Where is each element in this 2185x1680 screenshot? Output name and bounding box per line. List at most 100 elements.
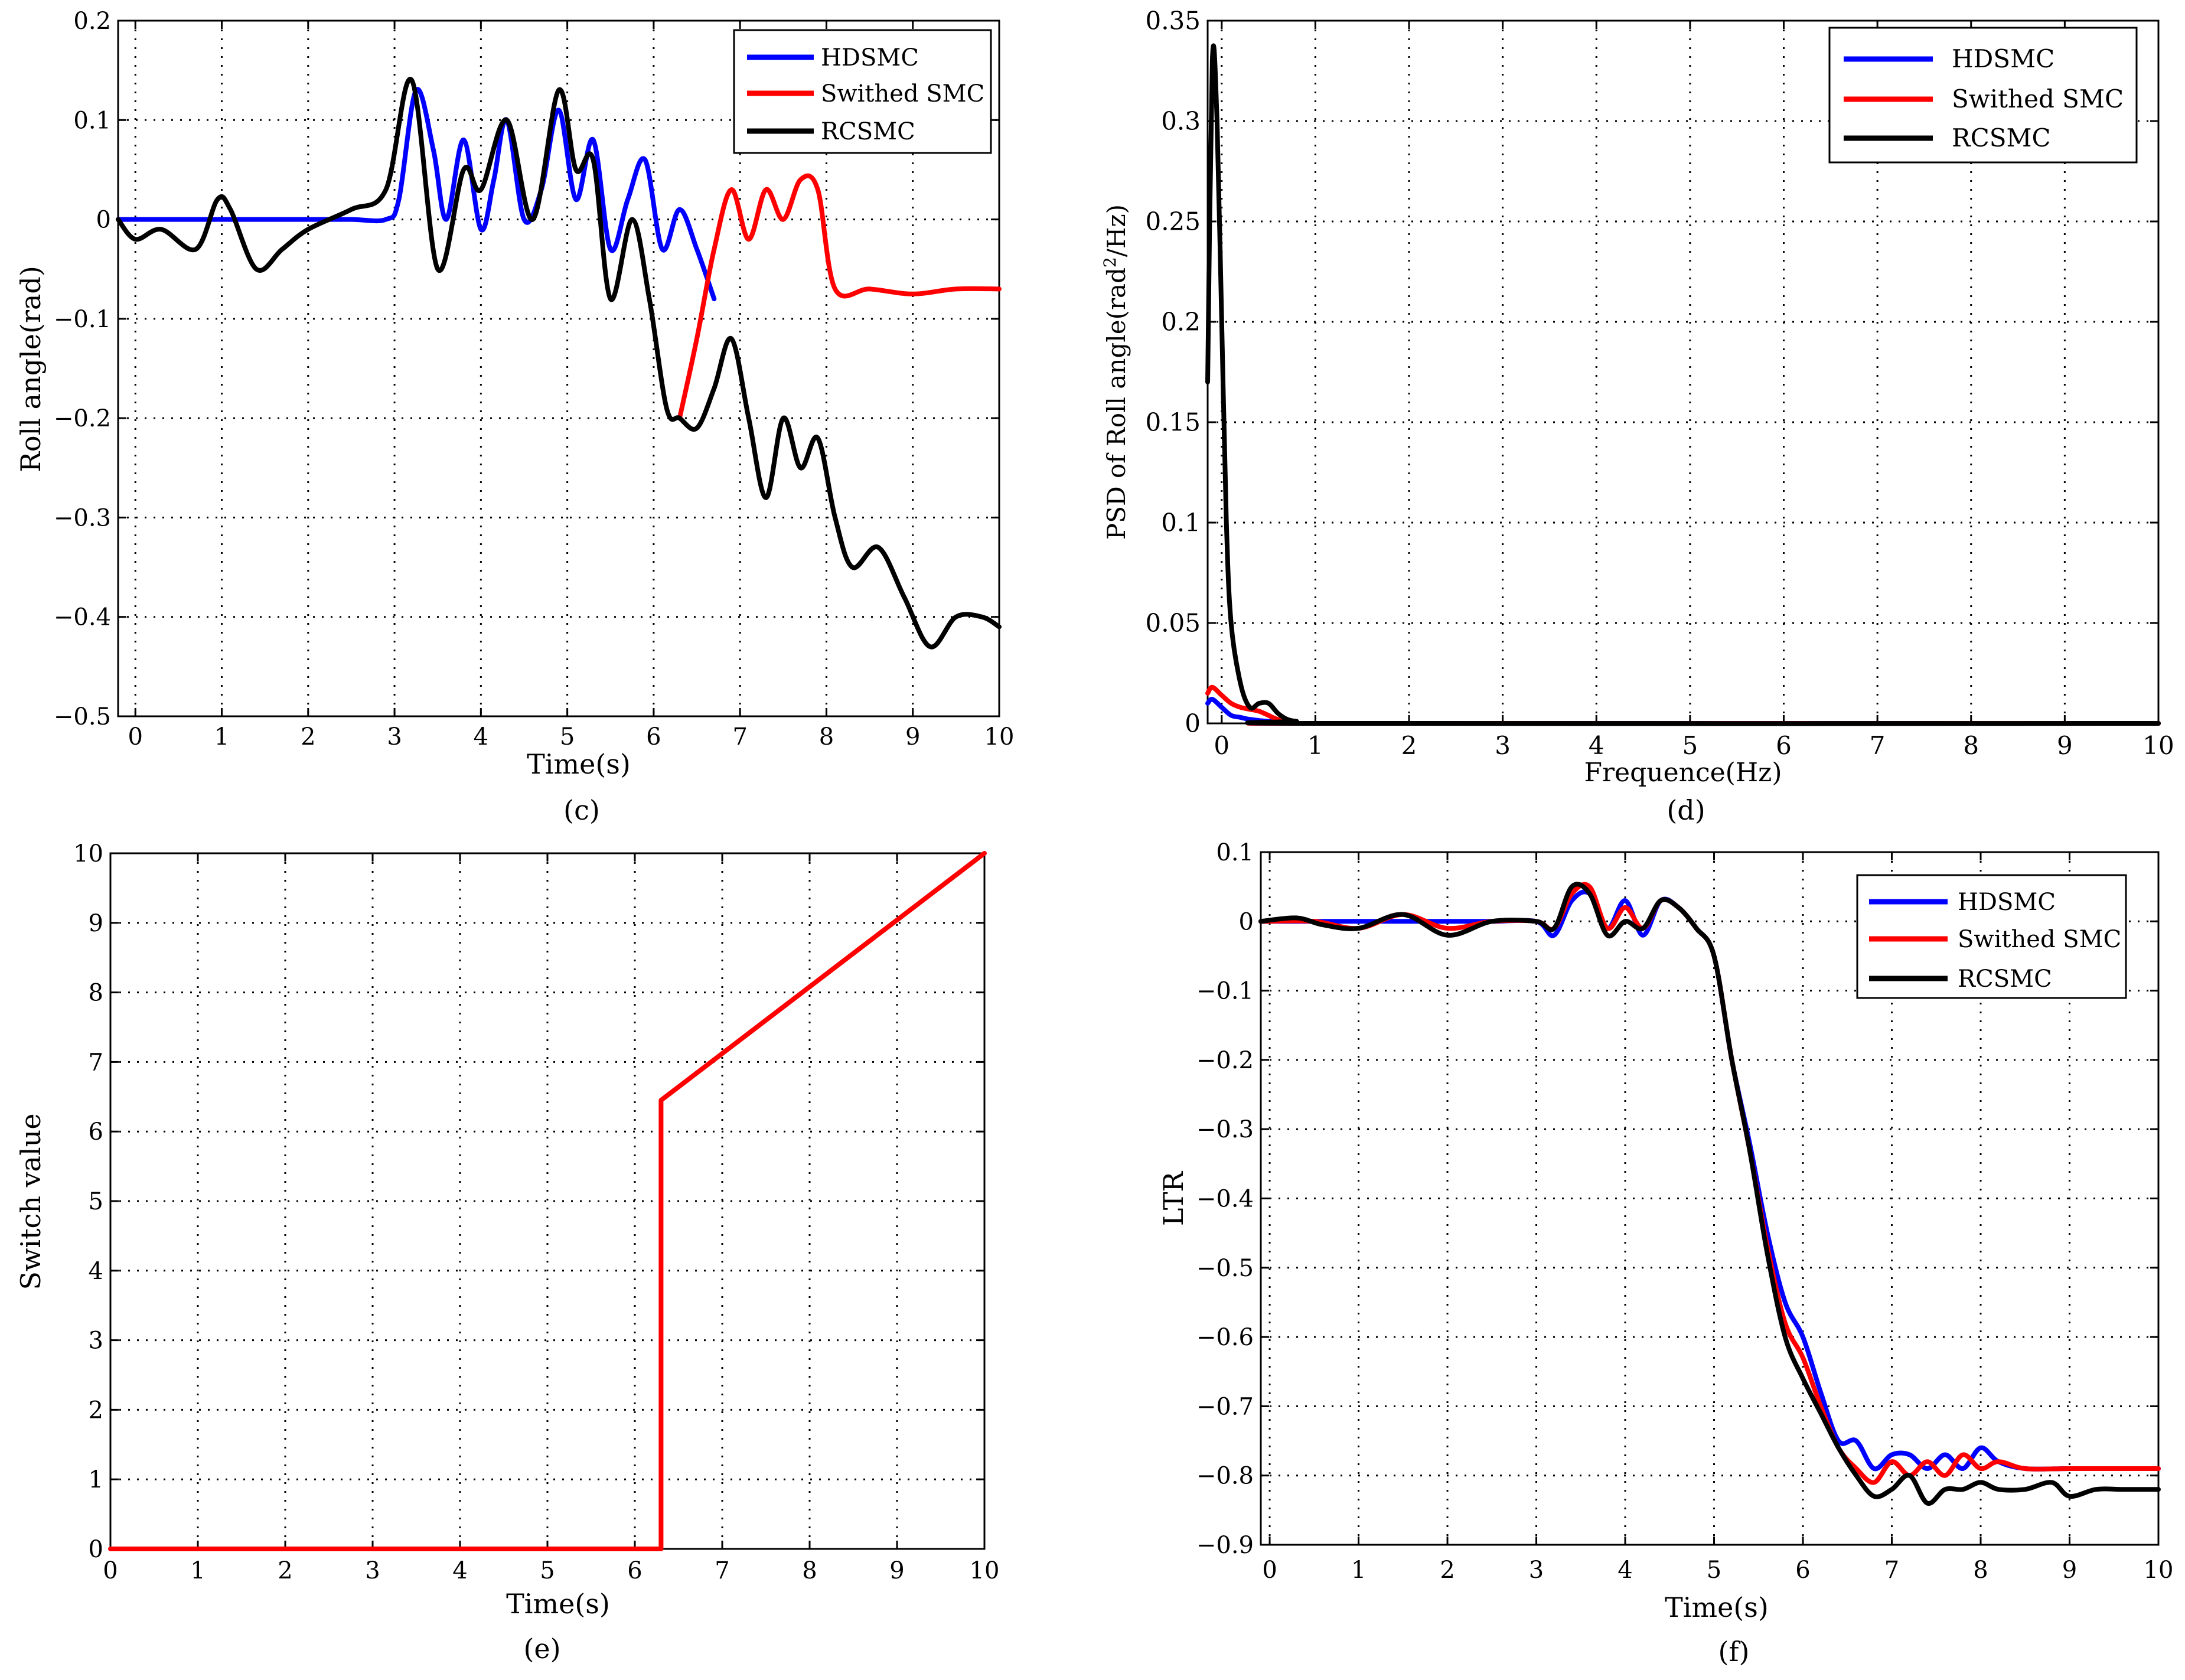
y-tick-label: 0 — [1239, 908, 1254, 935]
x-tick-label: 9 — [2062, 1557, 2077, 1584]
legend-label-switched-smc: Swithed SMC — [821, 80, 984, 107]
y-tick-label: 0.05 — [1145, 609, 1201, 638]
y-tick-label: 0.1 — [1216, 839, 1254, 866]
y-tick-label: −0.2 — [54, 405, 111, 432]
caption-e: (e) — [523, 1633, 560, 1665]
y-tick-label: 4 — [89, 1258, 103, 1285]
y-tick-label: 0.35 — [1145, 6, 1201, 35]
legend: HDSMC Swithed SMC RCSMC — [1828, 27, 2138, 164]
y-tick-label: −0.5 — [54, 703, 111, 730]
y-axis-label: Switch value — [15, 1113, 47, 1290]
x-tick-label: 6 — [646, 723, 661, 751]
y-tick-label: −0.1 — [54, 306, 111, 333]
x-tick-label: 8 — [802, 1557, 817, 1584]
y-tick-label: 9 — [89, 910, 103, 937]
x-tick-label: 2 — [278, 1557, 292, 1584]
y-tick-label: 0.2 — [73, 8, 111, 35]
y-tick-label: −0.4 — [1196, 1186, 1254, 1213]
ticks: 0 1 2 3 4 5 6 7 8 9 10 0 1 2 3 4 5 6 7 8 9 10 — [73, 840, 999, 1584]
x-tick-label: 6 — [627, 1557, 642, 1584]
caption-f: (f) — [1718, 1636, 1750, 1668]
x-tick-label: 10 — [984, 723, 1015, 751]
y-tick-label: 0.1 — [1161, 508, 1201, 537]
x-tick-label: 2 — [1440, 1557, 1455, 1584]
series-line-swithed-smc — [677, 173, 1002, 421]
x-tick-label: 8 — [1963, 731, 1979, 760]
x-tick-label: 1 — [214, 723, 229, 751]
y-tick-label: 0.2 — [1161, 308, 1201, 337]
legend: HDSMC Swithed SMC RCSMC — [733, 29, 992, 154]
legend-label-switched-smc: Swithed SMC — [1952, 84, 2124, 113]
y-tick-label: 0 — [1185, 709, 1201, 738]
grid — [109, 852, 986, 1550]
series-line-rcsmc — [1258, 882, 2161, 1506]
x-tick-label: 1 — [1351, 1557, 1366, 1584]
x-tick-label: 4 — [1617, 1557, 1632, 1584]
ticks: 0 1 2 3 4 5 6 7 8 9 10 −0.9 −0.8 −0.7 −0.6 −0.5 −0.4 −0.3… — [1196, 839, 2174, 1584]
x-tick-label: 4 — [452, 1557, 467, 1584]
x-tick-label: 5 — [1707, 1557, 1721, 1584]
y-tick-label: 3 — [89, 1327, 103, 1355]
series — [108, 851, 987, 1551]
x-tick-label: 7 — [1870, 731, 1886, 760]
x-tick-label: 0 — [1214, 731, 1230, 760]
y-tick-label: −0.1 — [1196, 978, 1254, 1005]
series-line-rcsmc — [116, 76, 1002, 650]
series — [1205, 43, 2161, 726]
x-tick-label: 9 — [889, 1557, 904, 1584]
legend-label-hdsmc: HDSMC — [1952, 44, 2054, 73]
y-tick-label: −0.9 — [1196, 1532, 1254, 1559]
x-tick-label: 6 — [1776, 731, 1792, 760]
y-tick-label: 0.15 — [1145, 408, 1201, 437]
x-tick-label: 8 — [819, 723, 834, 751]
x-tick-label: 2 — [301, 723, 315, 751]
x-tick-label: 7 — [1884, 1557, 1899, 1584]
x-axis-label: Frequence(Hz) — [1584, 758, 1782, 788]
x-tick-label: 7 — [732, 723, 747, 751]
y-tick-label: 0.25 — [1145, 207, 1201, 236]
series-line-rcsmc — [1205, 43, 2161, 726]
x-tick-label: 2 — [1401, 731, 1417, 760]
x-tick-label: 9 — [2057, 731, 2073, 760]
y-tick-label: 2 — [89, 1397, 103, 1424]
ticks: 0 1 2 3 4 5 6 7 8 9 10 −0.5 −0.4 −0.3 −0.2 −0.1 0 0.1 0.2 — [54, 8, 1015, 751]
y-tick-label: 1 — [89, 1466, 103, 1493]
x-tick-label: 7 — [715, 1557, 729, 1584]
x-tick-label: 10 — [2142, 731, 2174, 760]
x-tick-label: 3 — [1495, 731, 1511, 760]
legend-label-hdsmc: HDSMC — [1958, 889, 2056, 916]
caption-d: (d) — [1667, 794, 1705, 826]
x-tick-label: 3 — [365, 1557, 380, 1584]
x-axis-label: Time(s) — [506, 1588, 610, 1620]
series — [1258, 882, 2161, 1506]
x-tick-label: 0 — [128, 723, 143, 751]
y-axis-label: Roll angle(rad) — [15, 266, 47, 472]
y-tick-label: 0 — [89, 1536, 103, 1563]
x-tick-label: 9 — [905, 723, 920, 751]
panel-d-psd: 0 1 2 3 4 5 6 7 8 9 10 0 0.05 0.1 0.15 0.2 0.25 0.3 0.35 F… — [1100, 6, 2174, 826]
y-tick-label: −0.8 — [1196, 1463, 1254, 1490]
x-tick-label: 8 — [1973, 1557, 1988, 1584]
y-tick-label: −0.4 — [54, 604, 111, 631]
x-tick-label: 4 — [1589, 731, 1604, 760]
legend-label-rcsmc: RCSMC — [1958, 965, 2052, 993]
y-tick-label: −0.2 — [1196, 1047, 1254, 1074]
panel-c-roll-angle: 0 1 2 3 4 5 6 7 8 9 10−0.5−0.4−0.3−0.2−0.100.10.2 … — [15, 8, 1014, 826]
x-tick-label: 10 — [970, 1557, 1000, 1584]
x-tick-label: 5 — [540, 1557, 555, 1584]
y-tick-label: 0.3 — [1161, 107, 1201, 136]
y-axis-label: LTR — [1157, 1171, 1189, 1226]
legend-label-switched-smc: Swithed SMC — [1958, 926, 2121, 953]
y-axis-label-main: PSD of Roll angle(rad — [1102, 268, 1131, 540]
y-tick-label: −0.5 — [1196, 1255, 1254, 1282]
plot-frame — [109, 852, 986, 1550]
series-line-switch — [108, 851, 987, 1551]
x-tick-label: 0 — [1262, 1557, 1277, 1584]
x-tick-label: 5 — [1682, 731, 1698, 760]
y-tick-label: 7 — [89, 1049, 103, 1076]
x-tick-label: 3 — [1529, 1557, 1544, 1584]
x-tick-label: 1 — [1307, 731, 1323, 760]
legend: HDSMC Swithed SMC RCSMC — [1856, 874, 2127, 999]
y-tick-label: 5 — [89, 1188, 103, 1215]
